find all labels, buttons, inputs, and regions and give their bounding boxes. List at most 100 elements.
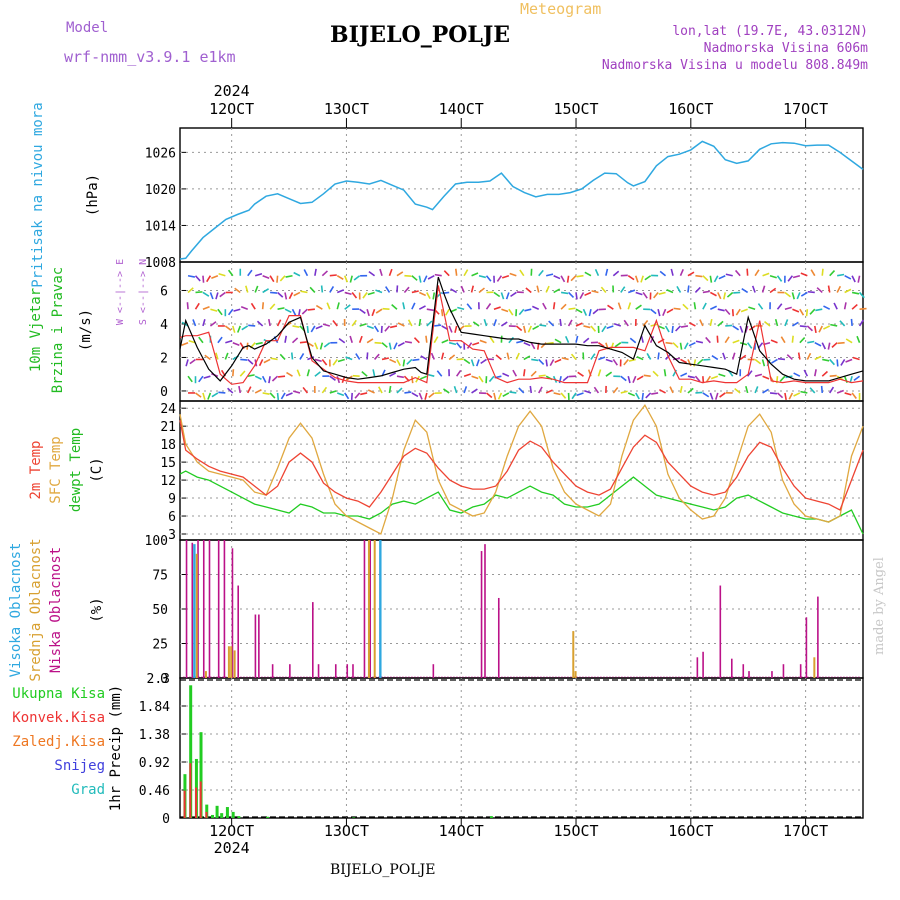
sfc-temp-line <box>179 404 864 535</box>
wind-barb <box>632 375 637 383</box>
wind-barb <box>227 269 234 277</box>
wind-barb <box>669 386 674 394</box>
wind-barb <box>723 292 727 300</box>
wind-barb <box>479 339 487 344</box>
wind-barb <box>301 308 308 315</box>
wind-barb <box>463 269 469 277</box>
wind-barb <box>653 291 659 299</box>
wind-barb <box>319 342 324 350</box>
wind-barb <box>523 341 531 347</box>
wind-barb <box>827 342 831 350</box>
wind-barb <box>261 375 267 383</box>
wind-barb <box>695 274 703 278</box>
wind-barb <box>198 375 204 383</box>
wind-barb <box>485 392 493 399</box>
wind-barb <box>194 302 200 310</box>
wind-barb <box>248 324 256 327</box>
wind-barb <box>320 285 324 293</box>
top-date-label: 12OCT <box>209 100 254 118</box>
y-tick-label: 0.92 <box>139 756 170 771</box>
wind-barb <box>209 321 217 327</box>
wind-barb <box>375 289 383 294</box>
low-cloud-bar <box>289 664 291 678</box>
bottom-date-label: 14OCT <box>439 822 484 840</box>
wind-barb <box>702 290 710 294</box>
wind-barb <box>697 358 704 365</box>
wind-barb <box>719 392 726 398</box>
wind-barb <box>663 369 667 377</box>
wind-barb <box>702 392 710 398</box>
wind-barb <box>814 355 822 361</box>
wind-barb <box>523 369 526 377</box>
wind-barb <box>420 355 428 361</box>
wind-barb <box>440 352 445 360</box>
wind-barb <box>699 319 704 327</box>
low-cloud-bar <box>217 540 220 678</box>
wind-barb <box>215 292 219 300</box>
wind-barb <box>840 359 846 366</box>
y-tick-label: 1014 <box>145 219 176 234</box>
total-precip-bar <box>231 811 235 818</box>
low-cloud-bar <box>730 658 733 678</box>
wind-barb <box>411 275 418 281</box>
wind-barb <box>510 291 517 298</box>
wind-barb <box>538 374 546 377</box>
wind-barb <box>186 302 189 310</box>
wind-barb <box>396 387 403 394</box>
y-tick-label: 1.38 <box>139 728 170 743</box>
dewpoint-line <box>179 470 864 535</box>
wind-barb <box>797 352 801 360</box>
wind-barb <box>187 274 196 278</box>
wind-barb <box>418 318 422 327</box>
wind-barb <box>285 392 293 397</box>
wind-barb <box>277 291 284 298</box>
wind-barb <box>261 302 265 310</box>
wind-barb <box>671 325 674 334</box>
wind-barb <box>791 292 795 300</box>
wind-barb <box>531 305 540 310</box>
wind-barb <box>276 275 279 283</box>
wind-barb <box>505 292 510 300</box>
wind-barb <box>388 342 392 350</box>
wind-barb <box>500 292 505 300</box>
wind-barb <box>844 288 852 294</box>
wind-barb <box>784 291 791 298</box>
wind-barb <box>643 374 651 377</box>
mid-cloud-bar <box>233 650 236 678</box>
wind-barb <box>777 357 786 361</box>
wind-barb <box>293 291 301 297</box>
wind-barb <box>433 336 439 344</box>
wind-barb <box>426 320 433 327</box>
wind-barb <box>268 376 271 384</box>
y-tick-label: 1020 <box>145 183 176 198</box>
top-date-label: 16OCT <box>668 100 713 118</box>
wind-barb <box>851 275 856 283</box>
wind-barb <box>321 270 329 277</box>
wind-barb <box>814 369 817 377</box>
y-tick-label: 0 <box>160 385 168 400</box>
mid-cloud-bar <box>813 657 816 678</box>
wind-barb <box>560 303 567 310</box>
wind-barb <box>820 385 824 394</box>
wind-barb <box>509 272 517 277</box>
wind-barb <box>299 341 308 344</box>
wind-barb <box>402 359 406 367</box>
wind-barb <box>672 342 679 349</box>
wind-barb <box>694 286 701 294</box>
wind-barb <box>709 305 718 310</box>
wind-barb <box>336 275 344 281</box>
wind-barb <box>627 392 636 397</box>
precip-legend-item: Konvek.Kisa <box>12 710 105 726</box>
low-cloud-bar <box>197 540 199 678</box>
wind-barb <box>233 308 241 312</box>
wind-barb <box>803 369 809 377</box>
wind-barb <box>542 302 547 310</box>
wind-barb <box>404 340 413 344</box>
wind-barb <box>613 323 622 327</box>
wind-barb <box>859 307 867 311</box>
wind-barb <box>628 358 636 362</box>
wind-barb <box>769 274 777 279</box>
wind-barb <box>564 335 570 344</box>
wind-barb <box>448 354 456 361</box>
wind-barb <box>454 325 458 333</box>
